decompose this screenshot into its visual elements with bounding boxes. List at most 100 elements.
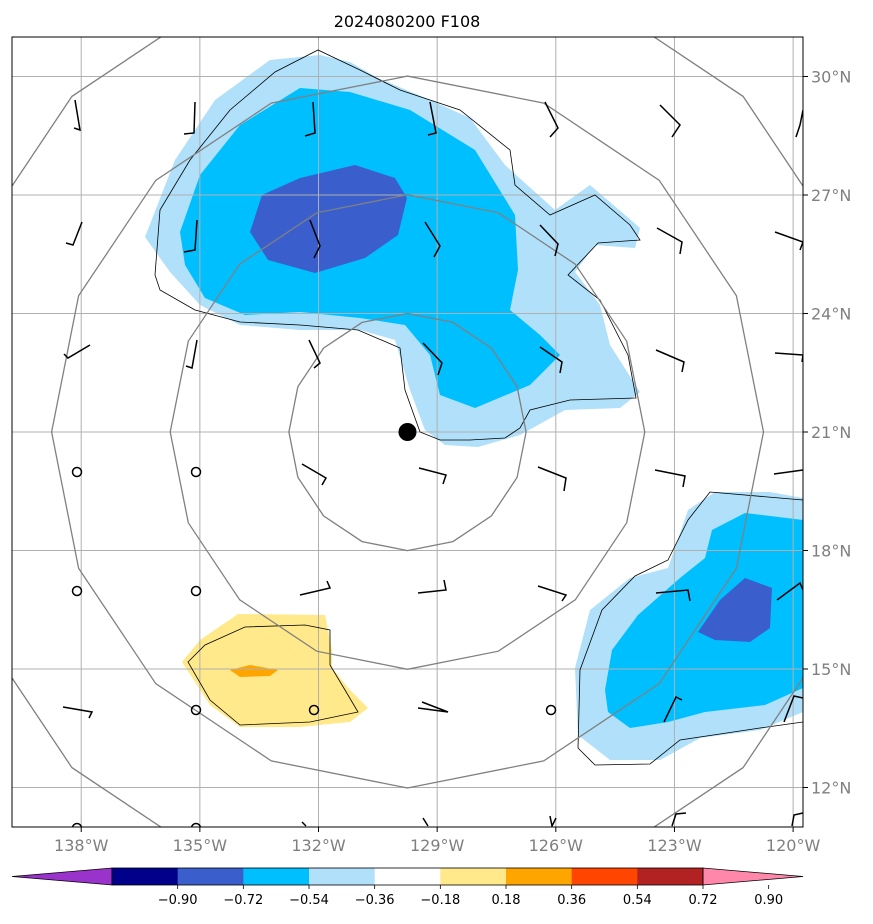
wind-barb xyxy=(671,812,687,827)
wind-barbs xyxy=(62,99,803,827)
wind-barb xyxy=(183,219,198,253)
lon-tick-label: 126°W xyxy=(529,836,584,855)
range-ring xyxy=(288,312,527,552)
colorbar-bin xyxy=(309,868,376,885)
wind-barb xyxy=(656,227,683,255)
colorbar-bin xyxy=(374,868,441,885)
colorbar-tick-label: 0.18 xyxy=(492,893,521,908)
wind-barb xyxy=(73,99,81,132)
lon-tick-label: 138°W xyxy=(54,836,109,855)
wind-barb xyxy=(795,109,803,138)
colorbar-bin xyxy=(637,868,704,885)
shaded-field xyxy=(145,55,803,760)
calm-marker xyxy=(71,585,83,597)
colorbar-bin xyxy=(440,868,507,885)
shade-royal-blue-north xyxy=(250,165,407,273)
colorbar-extend-low xyxy=(11,867,113,886)
wind-barb xyxy=(301,821,307,827)
calm-marker xyxy=(190,704,202,716)
wind-barb xyxy=(663,695,683,723)
contour-southeast xyxy=(577,491,803,766)
colorbar-tick-label: −0.90 xyxy=(158,893,198,908)
wind-barb xyxy=(417,579,447,594)
calm-marker xyxy=(308,704,320,716)
lon-tick-label: 120°W xyxy=(766,836,821,855)
contour-north xyxy=(154,49,641,441)
colorbar: −0.90 −0.72 −0.54 −0.36 −0.18 0.18 0.36 0.54 0.7… xyxy=(11,867,804,908)
lat-tick-label: 27°N xyxy=(811,186,851,205)
wind-barb xyxy=(659,104,681,138)
wind-barb xyxy=(773,469,803,475)
storm-center-marker xyxy=(398,423,417,441)
calm-marker xyxy=(190,822,202,827)
colorbar-bin xyxy=(177,868,244,885)
wind-barb xyxy=(422,817,429,827)
lon-tick-label: 123°W xyxy=(647,836,702,855)
calm-marker xyxy=(71,466,83,478)
colorbar-tick-label: −0.36 xyxy=(355,893,395,908)
wind-barb xyxy=(62,706,94,719)
wind-barb xyxy=(544,101,559,138)
lon-tick-label: 135°W xyxy=(173,836,228,855)
colorbar-tick-label: 0.72 xyxy=(689,893,718,908)
wind-barb xyxy=(183,101,196,135)
colorbar-extend-high xyxy=(702,867,804,886)
map-title: 2024080200 F108 xyxy=(334,12,481,31)
wind-barb xyxy=(185,339,198,369)
lat-tick-label: 15°N xyxy=(811,660,851,679)
lat-tick-label: 12°N xyxy=(811,779,851,798)
wind-barb xyxy=(301,463,328,486)
wind-barb xyxy=(427,101,437,136)
wind-barb xyxy=(417,701,449,713)
colorbar-bin xyxy=(112,868,179,885)
latitude-labels: 30°N 27°N 24°N 21°N 18°N 15°N 12°N xyxy=(803,68,851,798)
wind-barb xyxy=(422,342,443,376)
calm-marker xyxy=(71,822,83,827)
wind-barb xyxy=(539,346,563,374)
wind-barb xyxy=(299,580,332,596)
wind-barb xyxy=(537,585,568,602)
wind-barb xyxy=(539,224,559,257)
wind-barb xyxy=(418,467,447,485)
colorbar-tick-label: −0.54 xyxy=(289,893,329,908)
contour-lines xyxy=(154,49,803,766)
wind-barb xyxy=(549,815,557,827)
wind-barb xyxy=(309,219,321,259)
wind-barb xyxy=(304,101,316,137)
calm-marker xyxy=(545,704,557,716)
range-ring xyxy=(50,75,765,789)
colorbar-bin xyxy=(571,868,638,885)
wind-barb xyxy=(791,812,803,827)
lat-tick-label: 21°N xyxy=(811,423,851,442)
colorbar-tick-label: 0.54 xyxy=(623,893,652,908)
wind-barb xyxy=(424,221,441,258)
range-ring xyxy=(169,194,646,670)
lon-tick-label: 132°W xyxy=(291,836,346,855)
colorbar-bin xyxy=(243,868,310,885)
colorbar-bin xyxy=(506,868,573,885)
wind-barb xyxy=(308,339,321,369)
wind-barb xyxy=(65,221,83,246)
wind-barb xyxy=(655,589,691,602)
lat-tick-label: 30°N xyxy=(811,68,851,87)
colorbar-tick-label: 0.90 xyxy=(754,893,783,908)
wind-barb xyxy=(774,231,803,251)
calm-markers xyxy=(71,466,557,827)
calm-marker xyxy=(190,585,202,597)
wind-barb xyxy=(774,352,803,363)
longitude-labels: 138°W 135°W 132°W 129°W 126°W 123°W 120°W xyxy=(54,827,820,855)
calm-marker xyxy=(190,466,202,478)
wind-barb xyxy=(654,469,686,488)
contour-positive xyxy=(187,624,359,726)
wind-barb xyxy=(63,344,91,359)
wind-barb xyxy=(776,581,803,601)
lat-tick-label: 24°N xyxy=(811,305,851,324)
wind-barb xyxy=(655,349,685,373)
colorbar-tick-label: −0.18 xyxy=(420,893,460,908)
colorbar-tick-label: −0.72 xyxy=(223,893,263,908)
lat-tick-label: 18°N xyxy=(811,542,851,561)
colorbar-tick-label: 0.36 xyxy=(557,893,586,908)
